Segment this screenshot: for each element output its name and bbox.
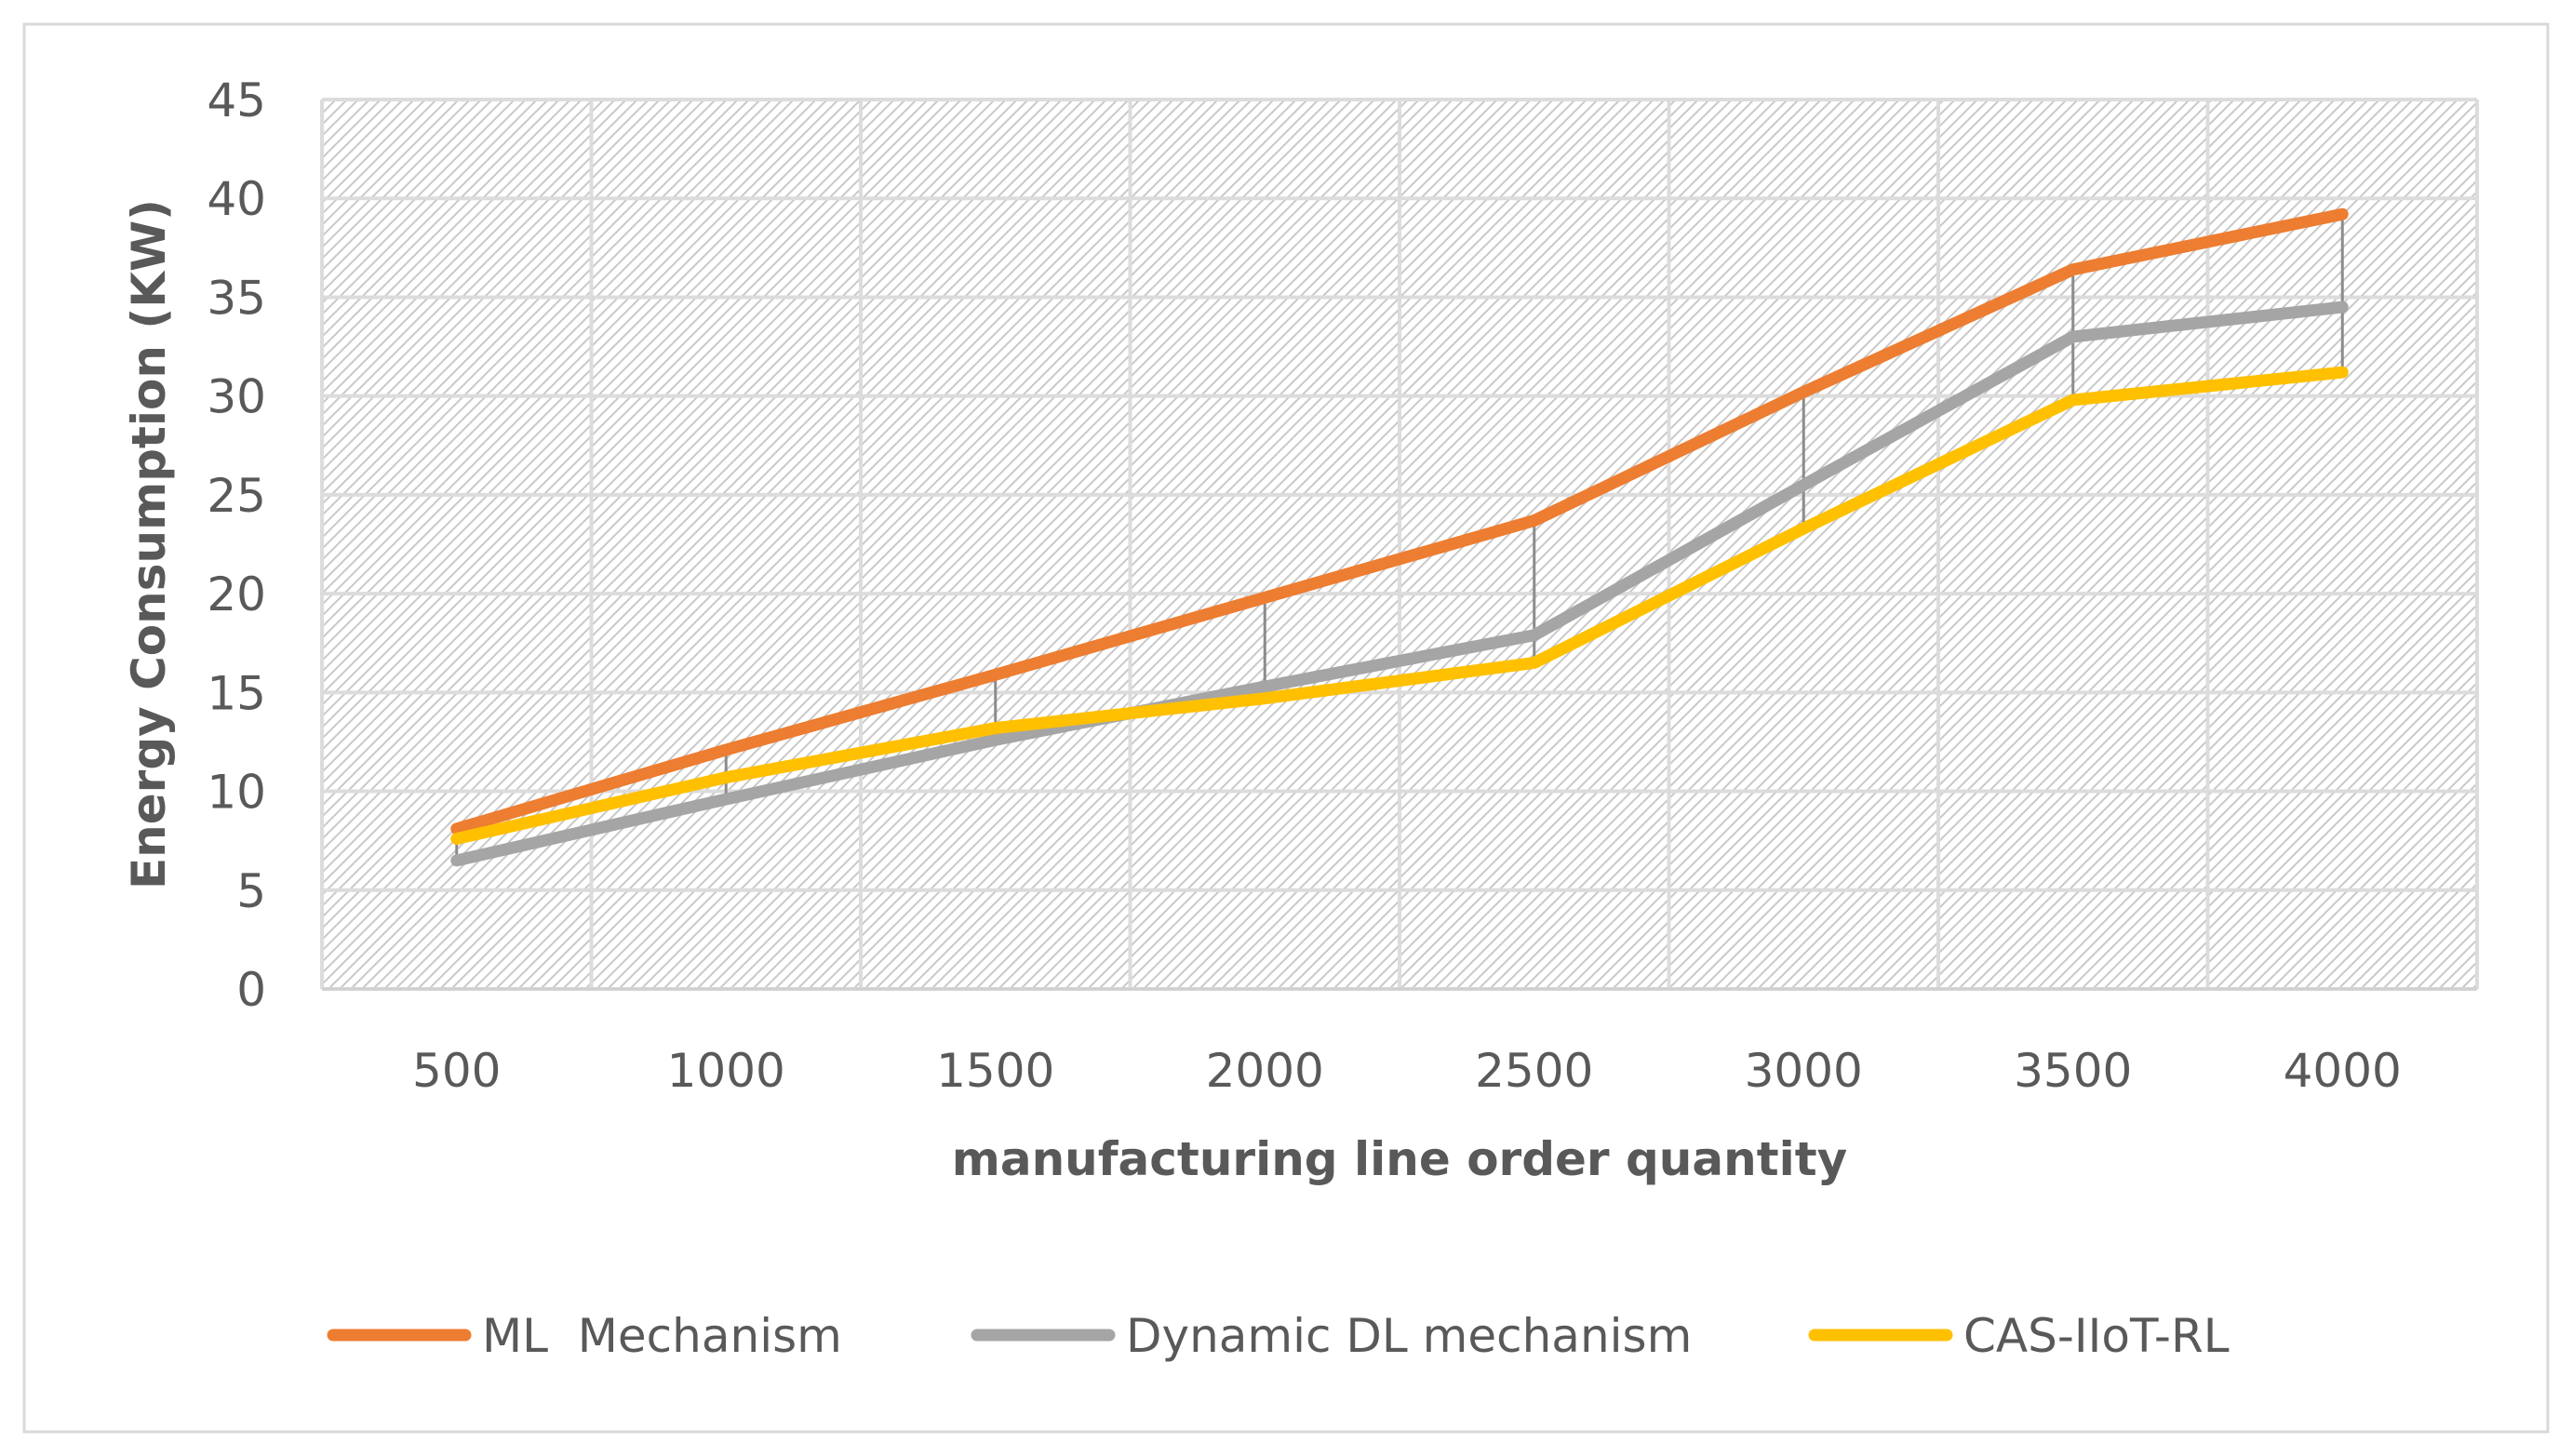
y-tick-label: 30 — [207, 370, 266, 424]
x-tick-label: 500 — [412, 1044, 501, 1098]
y-tick-label: 40 — [207, 172, 266, 226]
y-tick-label: 35 — [207, 271, 266, 325]
x-tick-label: 3500 — [2014, 1044, 2132, 1098]
x-tick-label: 2500 — [1475, 1044, 1593, 1098]
legend-label-3: CAS-IIoT-RL — [1963, 1309, 2230, 1363]
series-line-2 — [450, 301, 2349, 867]
series-lines — [450, 207, 2349, 867]
y-tick-label: 15 — [207, 666, 266, 720]
y-tick-label: 5 — [236, 864, 266, 918]
x-tick-label: 2000 — [1206, 1044, 1324, 1098]
x-tick-label: 3000 — [1745, 1044, 1863, 1098]
legend-label-2: Dynamic DL mechanism — [1126, 1309, 1692, 1363]
legend-label-1: ML Mechanism — [482, 1309, 842, 1363]
y-axis-tick-labels: 0 5 10 15 20 25 30 35 40 45 — [207, 73, 266, 1017]
y-tick-label: 25 — [207, 469, 266, 523]
series-line-3 — [450, 366, 2349, 846]
x-tick-label: 1500 — [936, 1044, 1054, 1098]
y-tick-label: 45 — [207, 73, 266, 127]
y-tick-label: 10 — [207, 766, 266, 820]
x-axis-tick-labels: 500 1000 1500 2000 2500 3000 3500 4000 — [412, 1044, 2402, 1098]
x-tick-label: 1000 — [667, 1044, 785, 1098]
legend: ML Mechanism Dynamic DL mechanism CAS-IIoT… — [327, 1309, 2230, 1363]
y-tick-label: 20 — [207, 568, 266, 621]
x-axis-title: manufacturing line order quantity — [952, 1132, 1847, 1186]
y-tick-label: 0 — [236, 963, 266, 1017]
series-line-1 — [450, 207, 2349, 835]
y-axis-title: Energy Consumption (KW) — [122, 199, 176, 889]
x-tick-label: 4000 — [2284, 1044, 2402, 1098]
